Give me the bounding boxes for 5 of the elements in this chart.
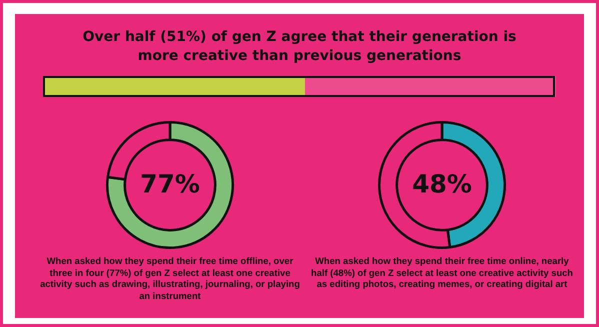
data-label: 48% <box>412 170 472 198</box>
text: When asked how they spend their free time online, nearly half (48%) of gen Z select at least one creative activity such as editing photos, creating memes, or creating digital art <box>310 256 574 290</box>
text: When asked how they spend their free time offline, over three in four (77%) of gen Z select at least one creative activity such as drawing, illustrating, journaling, or playing an instrument <box>39 256 301 302</box>
chart-title: Over half (51%) of gen Z agree that their generation is more creative than previous generations <box>82 28 518 66</box>
data-label: 77% <box>140 170 200 198</box>
